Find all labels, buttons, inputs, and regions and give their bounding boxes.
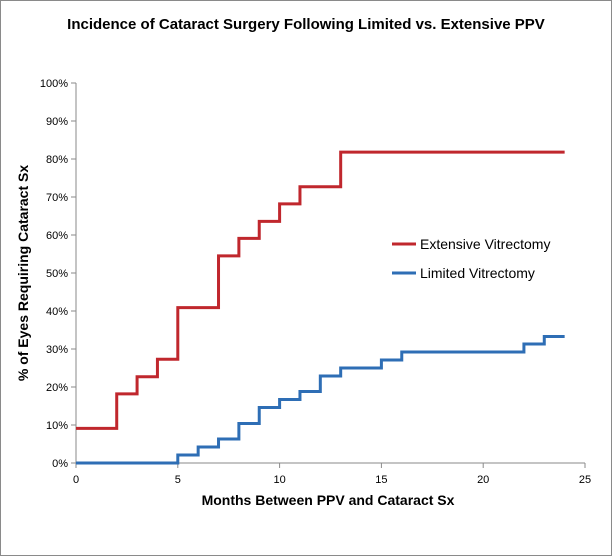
legend-label-extensive-vitrectomy: Extensive Vitrectomy xyxy=(420,236,550,252)
x-tick-label: 20 xyxy=(477,474,489,486)
legend: Extensive Vitrectomy Limited Vitrectomy xyxy=(392,236,550,281)
x-axis-title: Months Between PPV and Cataract Sx xyxy=(202,492,455,508)
y-tick-label: 10% xyxy=(46,420,68,432)
x-tick-label: 10 xyxy=(273,474,285,486)
legend-label-limited-vitrectomy: Limited Vitrectomy xyxy=(420,265,535,281)
y-tick-label: 0% xyxy=(52,458,68,470)
y-tick-label: 70% xyxy=(46,192,68,204)
plot-area: 0% 10% 20% 30% 40% 50% 60% 70% 80% 90% 100% 0 5 10 15 2… xyxy=(40,78,591,486)
x-tick-label: 15 xyxy=(375,474,387,486)
x-tick-label: 5 xyxy=(175,474,181,486)
y-tick-label: 20% xyxy=(46,382,68,394)
y-tick-label: 80% xyxy=(46,154,68,166)
x-tick-label: 0 xyxy=(73,474,79,486)
y-tick-label: 60% xyxy=(46,230,68,242)
y-tick-label: 100% xyxy=(40,78,68,90)
y-tick-label: 30% xyxy=(46,344,68,356)
x-tick-label: 25 xyxy=(579,474,591,486)
y-tick-label: 50% xyxy=(46,268,68,280)
y-tick-label: 40% xyxy=(46,306,68,318)
chart-title: Incidence of Cataract Surgery Following … xyxy=(67,16,545,33)
y-axis-title: % of Eyes Requiring Cataract Sx xyxy=(15,165,31,382)
series-line-limited-vitrectomy xyxy=(76,334,565,465)
series-line-extensive-vitrectomy xyxy=(76,150,565,430)
y-tick-label: 90% xyxy=(46,116,68,128)
